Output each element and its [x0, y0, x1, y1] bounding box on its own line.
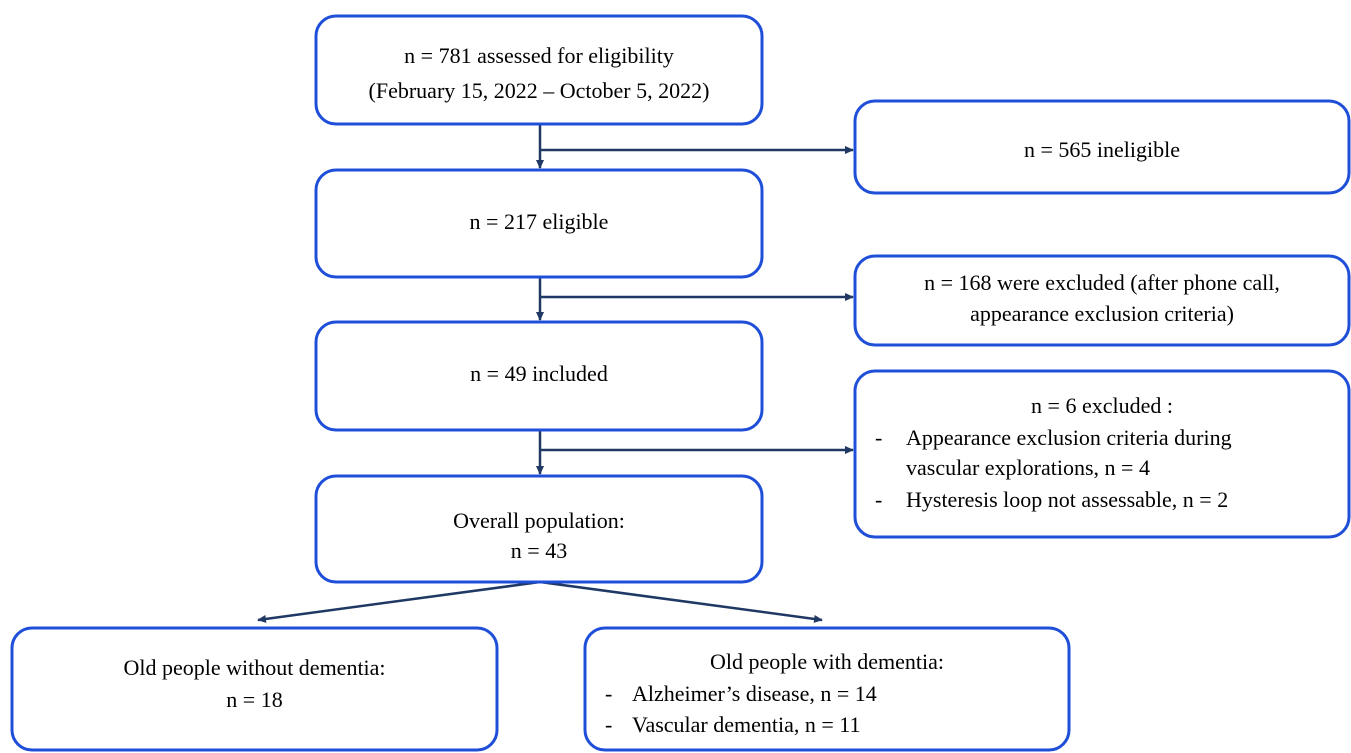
- node-box: [10, 626, 499, 752]
- node-text: Old people with dementia:: [710, 649, 944, 674]
- node-box: [853, 99, 1351, 195]
- node-text: (February 15, 2022 – October 5, 2022): [369, 78, 710, 103]
- arrows: [257, 124, 854, 623]
- node-text: Old people without dementia:: [123, 655, 385, 680]
- node-text: n = 6 excluded :: [1031, 393, 1173, 418]
- bullet-text: vascular explorations, n = 4: [906, 455, 1150, 480]
- node-box: [314, 14, 764, 126]
- node-box: [853, 369, 1351, 539]
- node-text: n = 781 assessed for eligibility: [404, 43, 674, 68]
- node-text: n = 43: [511, 538, 567, 563]
- node-text: n = 565 ineligible: [1024, 137, 1180, 162]
- arrow: [539, 580, 823, 623]
- node-text: n = 18: [226, 687, 282, 712]
- node-text: appearance exclusion criteria): [970, 301, 1234, 326]
- bullet-text: Appearance exclusion criteria during: [906, 425, 1232, 450]
- node-box: [853, 254, 1351, 347]
- bullet-text: Alzheimer’s disease, n = 14: [632, 681, 877, 706]
- node-box: [314, 474, 764, 584]
- node-text: Overall population:: [453, 508, 625, 533]
- node-box: [314, 320, 764, 432]
- bullet-marker: -: [875, 487, 882, 512]
- node-text: n = 217 eligible: [470, 209, 609, 234]
- arrow: [257, 580, 541, 623]
- bullet-marker: -: [605, 681, 612, 706]
- bullet-marker: -: [605, 712, 612, 737]
- node-box: [314, 168, 764, 279]
- node-text: n = 168 were excluded (after phone call,: [924, 270, 1280, 295]
- bullet-text: Hysteresis loop not assessable, n = 2: [906, 487, 1228, 512]
- node-text: n = 49 included: [470, 361, 608, 386]
- bullet-marker: -: [875, 425, 882, 450]
- node-box: [583, 626, 1071, 752]
- bullet-text: Vascular dementia, n = 11: [632, 712, 860, 737]
